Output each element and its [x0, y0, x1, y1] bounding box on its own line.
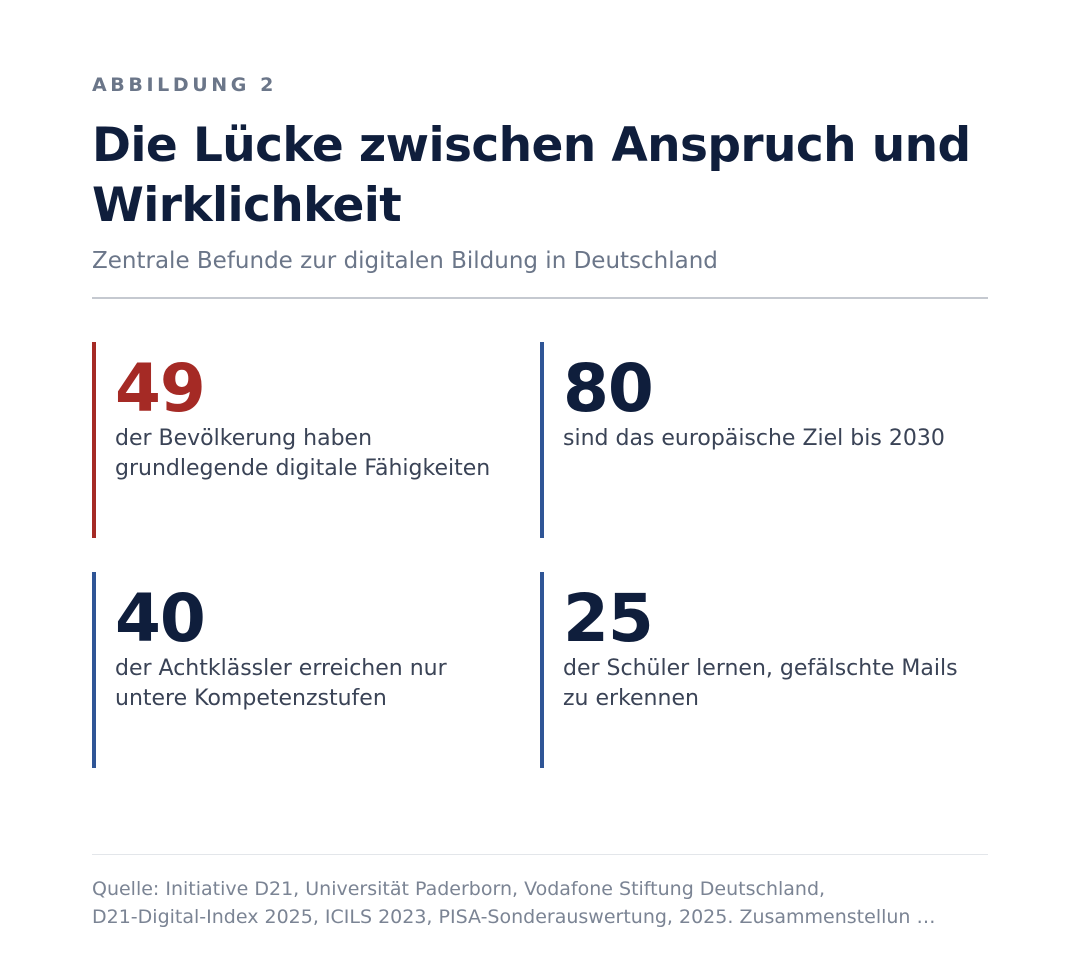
- stat-number: 80: [563, 350, 654, 427]
- page-subtitle: Zentrale Befunde zur digitalen Bildung i…: [92, 248, 718, 274]
- stat-card-phishing-mails: 25 der Schüler lernen, gefälschte Mails …: [540, 572, 960, 768]
- figure-label: ABBILDUNG 2: [92, 74, 277, 96]
- page-title: Die Lücke zwischen Anspruch und Wirklich…: [92, 118, 971, 233]
- stat-number: 25: [563, 580, 654, 657]
- stat-label: der Schüler lernen, gefälschte Mails zu …: [563, 656, 958, 711]
- stat-card-digital-skills: 49 der Bevölkerung haben grundlegende di…: [92, 342, 512, 538]
- stat-label: der Bevölkerung haben grundlegende digit…: [115, 426, 491, 481]
- source-line: Quelle: Initiative D21, Universität Pade…: [92, 878, 826, 900]
- figure: ABBILDUNG 2 Die Lücke zwischen Anspruch …: [92, 0, 988, 958]
- source-line: D21-Digital-Index 2025, ICILS 2023, PISA…: [92, 906, 936, 928]
- stat-label: der Achtklässler erreichen nur untere Ko…: [115, 656, 447, 711]
- stat-label: sind das europäische Ziel bis 2030: [563, 426, 945, 451]
- stat-number: 49: [115, 350, 206, 427]
- footer-divider: [92, 854, 988, 855]
- divider: [92, 297, 988, 299]
- stat-card-eu-goal: 80 sind das europäische Ziel bis 2030: [540, 342, 960, 538]
- source-note: Quelle: Initiative D21, Universität Pade…: [92, 875, 988, 931]
- stat-number: 40: [115, 580, 206, 657]
- stat-card-eighth-graders: 40 der Achtklässler erreichen nur untere…: [92, 572, 512, 768]
